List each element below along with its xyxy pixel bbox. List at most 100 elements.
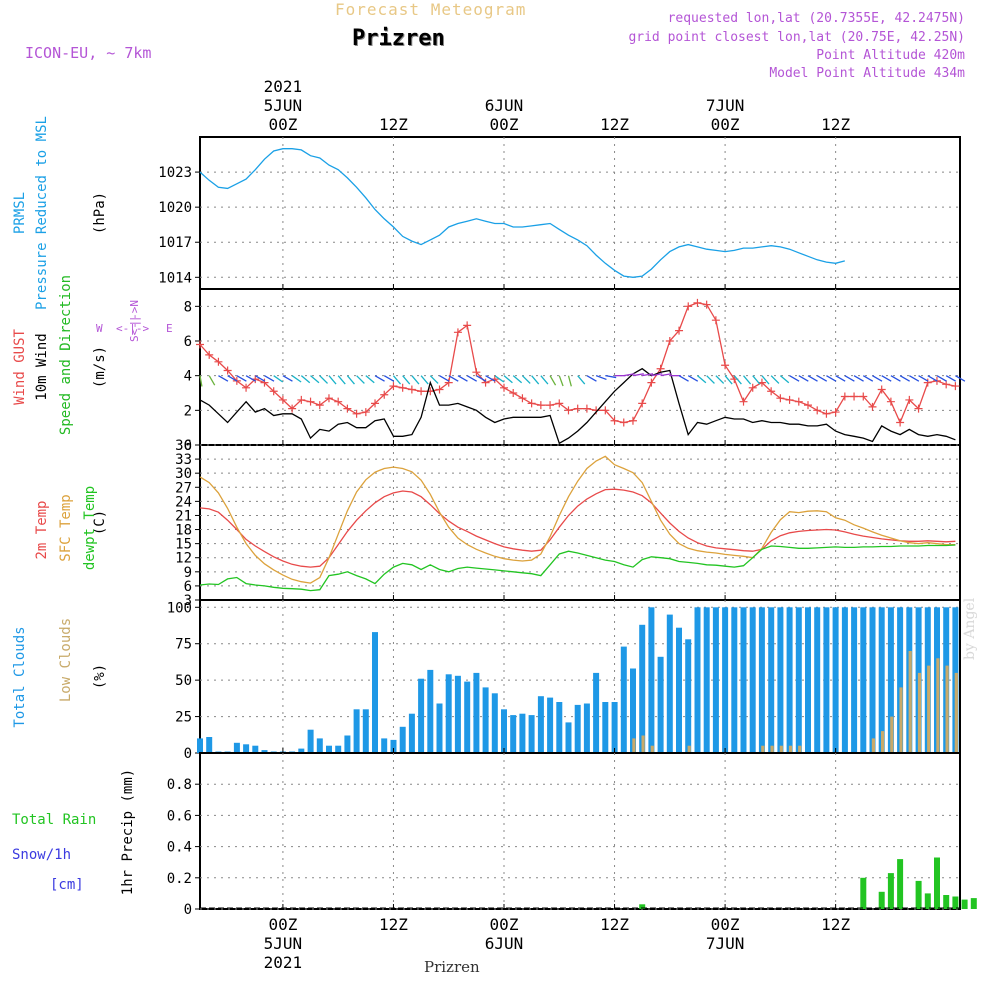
time-label-bottom: 00Z xyxy=(711,915,740,934)
bar-total xyxy=(593,672,600,753)
bar-total xyxy=(335,745,342,753)
wind-direction-arrow xyxy=(706,375,715,384)
wind-direction-arrow xyxy=(945,375,957,382)
bar-total xyxy=(666,614,673,753)
panel-frame-wind xyxy=(199,288,961,446)
ytick-label-pressure: 1014 xyxy=(158,270,192,286)
ytick-label-wind: 8 xyxy=(184,299,192,315)
clouds-label-low: Low Clouds xyxy=(58,618,74,702)
bar-total xyxy=(381,738,388,753)
wind-direction-arrow xyxy=(429,375,439,384)
gust-marker xyxy=(665,337,674,345)
bar-total xyxy=(399,726,406,753)
wind-direction-arrow xyxy=(595,375,607,381)
wind-direction-arrow xyxy=(909,375,920,382)
wind-direction-arrow xyxy=(807,375,818,382)
bar-rain xyxy=(970,898,977,909)
bar-total xyxy=(501,709,507,753)
ytick-label-clouds: 0 xyxy=(184,746,192,762)
ytick-label-temperature: 15 xyxy=(175,537,192,553)
wind-direction-arrow xyxy=(660,373,672,377)
wind-direction-arrow xyxy=(199,375,203,387)
wind-direction-arrow xyxy=(687,375,699,382)
series-line-prmsl xyxy=(199,148,845,278)
gust-marker xyxy=(628,416,637,425)
ytick-label-pressure: 1023 xyxy=(158,165,192,181)
gust-marker xyxy=(278,395,287,404)
bar-total xyxy=(630,668,636,753)
gust-marker xyxy=(776,394,785,403)
wind-direction-arrow xyxy=(374,375,385,382)
bar-total xyxy=(316,738,323,753)
wind-label-dir: Speed and Direction xyxy=(58,275,74,435)
bar-total xyxy=(814,607,821,753)
wind-direction-arrow xyxy=(567,375,572,387)
bar-total xyxy=(427,669,434,753)
bar-total xyxy=(206,737,213,753)
bar-rain xyxy=(897,859,904,909)
wind-direction-arrow xyxy=(402,375,411,385)
compass-s: S<-| xyxy=(128,316,141,343)
gust-marker xyxy=(398,383,407,392)
gust-marker xyxy=(684,302,693,311)
ytick-label-clouds: 50 xyxy=(175,673,192,689)
wind-direction-arrow xyxy=(208,375,216,386)
unit-label-wind: (m/s) xyxy=(92,346,108,388)
gust-marker xyxy=(868,402,877,411)
bar-rain xyxy=(639,904,646,909)
requested-coords: requested lon,lat (20.7355E, 42.2475N) xyxy=(667,11,965,26)
bar-low xyxy=(687,745,691,753)
wind-direction-arrow xyxy=(927,375,938,382)
wind-direction-arrow xyxy=(549,375,557,386)
bar-total xyxy=(648,607,655,753)
wind-direction-arrow xyxy=(328,375,337,385)
bar-total xyxy=(362,709,369,753)
time-label-top: 00Z xyxy=(490,115,519,134)
wind-direction-arrow xyxy=(798,375,809,382)
ytick-label-temperature: 36 xyxy=(175,438,192,454)
gust-marker xyxy=(297,395,306,404)
gust-marker xyxy=(223,366,232,375)
precip-label-snow: Snow/1h xyxy=(12,847,71,863)
series-line-sfc xyxy=(199,455,956,584)
gust-marker xyxy=(804,401,812,410)
wind-direction-arrow xyxy=(420,375,429,385)
bar-total xyxy=(676,627,682,753)
ytick-label-temperature: 18 xyxy=(175,523,192,539)
bar-low xyxy=(871,738,875,753)
gust-marker xyxy=(306,397,315,406)
bar-total xyxy=(528,715,535,753)
ytick-label-wind: 4 xyxy=(184,369,192,385)
bar-total xyxy=(491,693,498,753)
wind-direction-arrow xyxy=(936,375,947,382)
compass-n: |->N xyxy=(128,300,141,327)
bar-low xyxy=(798,745,802,753)
gust-marker xyxy=(453,328,462,337)
gust-marker xyxy=(500,383,508,392)
bar-total xyxy=(777,607,784,753)
bar-low xyxy=(761,745,765,753)
temp-label-sfc: SFC Temp xyxy=(58,494,74,561)
gust-marker xyxy=(435,385,444,394)
wind-direction-arrow xyxy=(586,375,597,382)
gust-marker xyxy=(721,361,730,370)
bar-low xyxy=(908,651,912,753)
wind-direction-arrow xyxy=(733,375,742,385)
ytick-label-temperature: 24 xyxy=(175,494,192,510)
gust-marker xyxy=(896,418,905,427)
ytick-label-temperature: 9 xyxy=(184,565,192,581)
bar-total xyxy=(565,722,572,753)
wind-direction-arrow xyxy=(319,375,328,384)
ytick-label-wind: 2 xyxy=(184,403,192,419)
precip-label-cm: [cm] xyxy=(50,877,84,893)
bar-total xyxy=(344,735,351,753)
wind-direction-arrow xyxy=(724,375,733,385)
wind-direction-arrow xyxy=(521,375,531,384)
ytick-label-temperature: 21 xyxy=(175,508,192,524)
wind-direction-arrow xyxy=(218,375,229,382)
wind-direction-arrow xyxy=(642,373,654,377)
gust-marker xyxy=(785,395,794,404)
bar-low xyxy=(917,672,922,753)
wind-direction-arrow xyxy=(835,375,846,382)
point-altitude: Point Altitude 420m xyxy=(816,48,965,63)
